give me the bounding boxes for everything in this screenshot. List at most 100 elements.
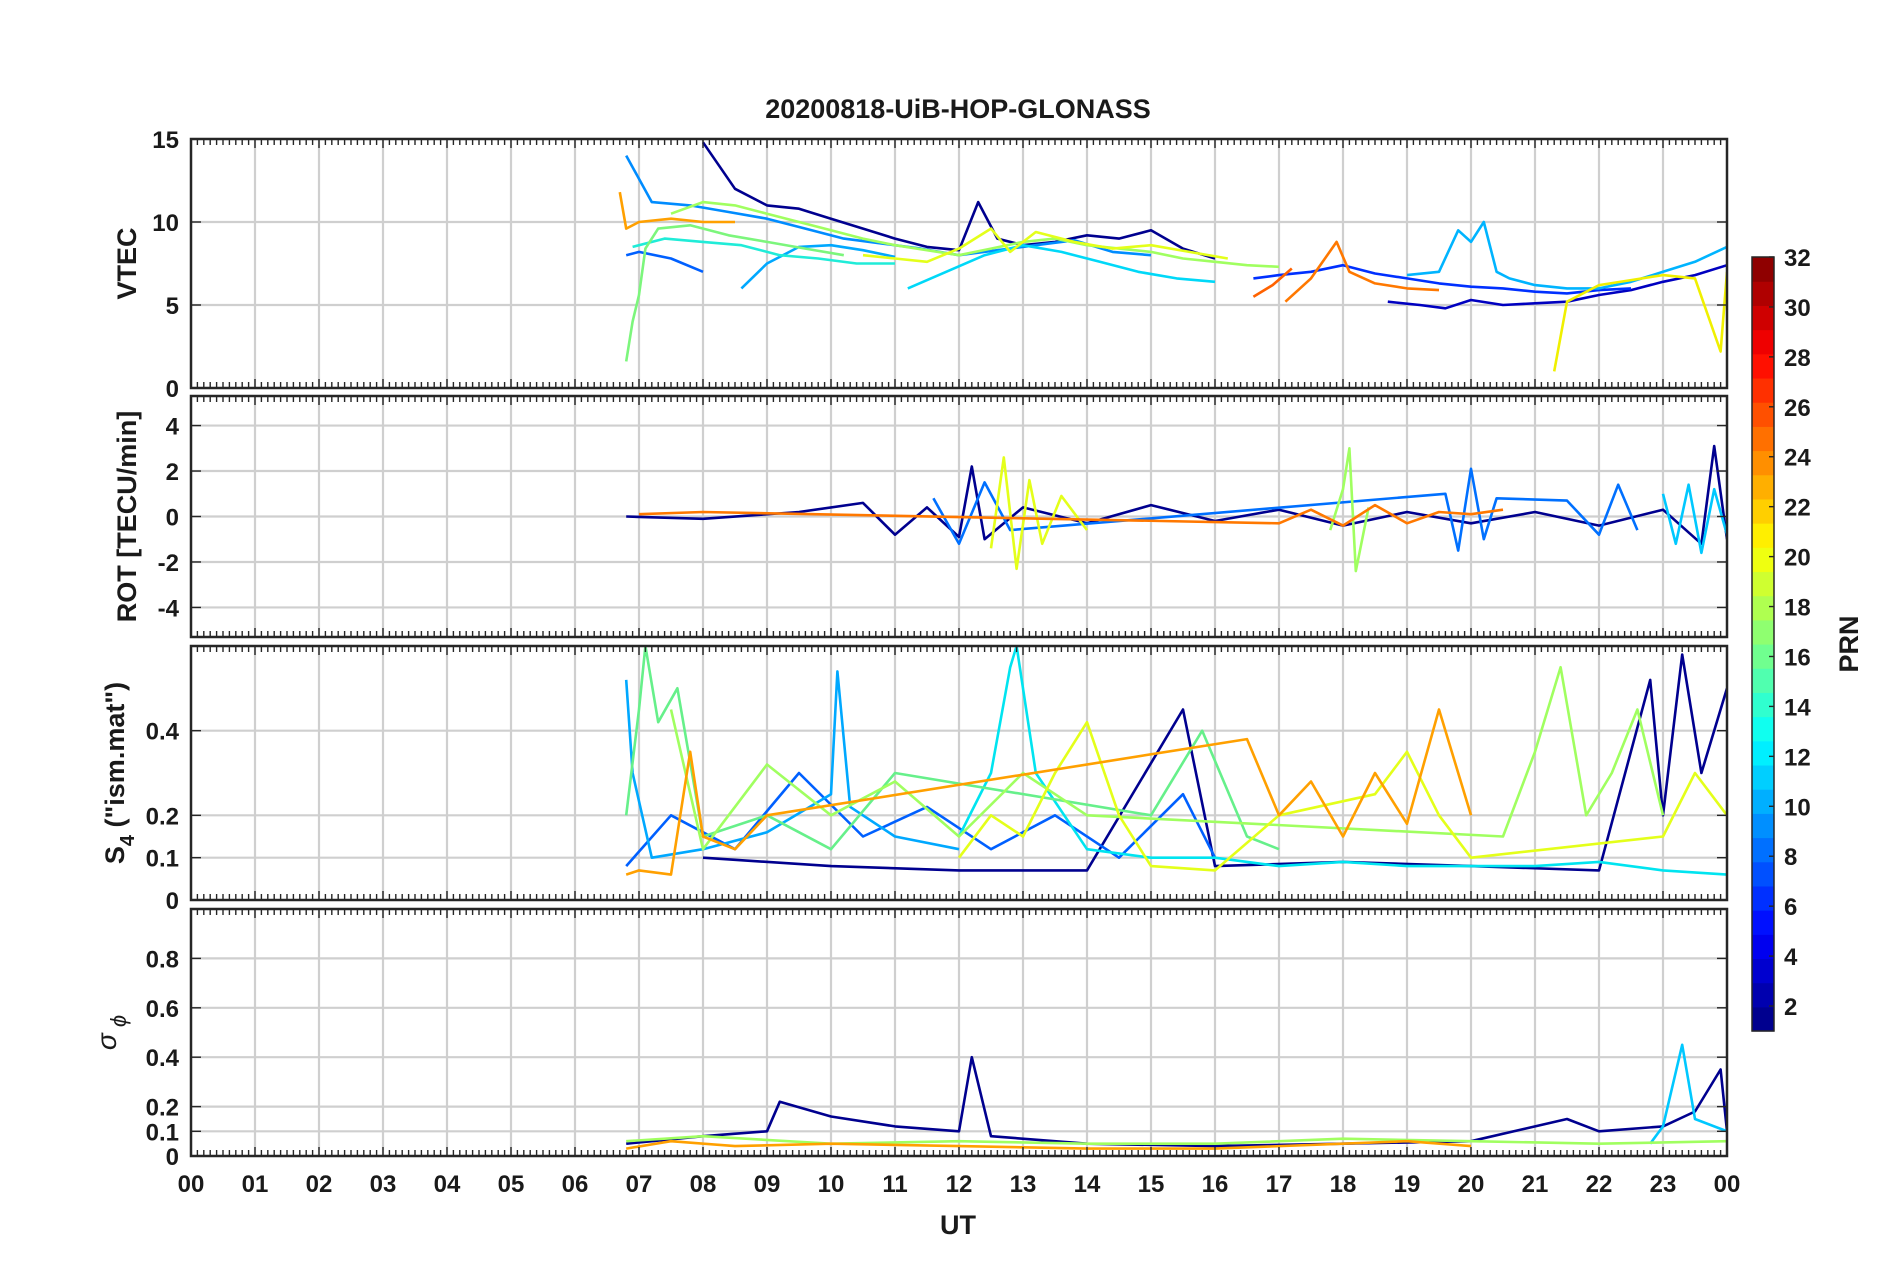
y-axis-label: S4 ("ism.mat") bbox=[100, 682, 139, 864]
colorbar-swatch bbox=[1752, 523, 1774, 548]
series-line-prn-8 bbox=[932, 467, 1639, 552]
series-line-prn-17 bbox=[1328, 446, 1370, 573]
series-line-prn-14 bbox=[632, 237, 895, 265]
colorbar-swatch bbox=[1752, 450, 1774, 476]
x-tick-label: 23 bbox=[1650, 1171, 1677, 1198]
colorbar-swatch bbox=[1752, 498, 1774, 524]
colorbar-swatch bbox=[1752, 474, 1774, 500]
series-line-prn-22 bbox=[625, 708, 1473, 876]
x-tick-label: 00 bbox=[178, 1171, 205, 1198]
colorbar-tick-label: 30 bbox=[1784, 295, 1811, 322]
colorbar-swatch bbox=[1752, 740, 1774, 766]
y-tick-label: 15 bbox=[152, 127, 179, 154]
colorbar-swatch bbox=[1752, 668, 1774, 693]
colorbar-swatch bbox=[1752, 644, 1774, 669]
colorbar-swatch bbox=[1752, 958, 1774, 984]
series-line-prn-17 bbox=[626, 1134, 1727, 1145]
series-line-prn-19 bbox=[957, 720, 1727, 872]
x-tick-label: 04 bbox=[434, 1171, 461, 1198]
series-line-prn-13 bbox=[957, 646, 1727, 876]
colorbar-tick-label: 20 bbox=[1784, 545, 1811, 572]
x-tick-label: 10 bbox=[818, 1171, 845, 1198]
x-axis-label: UT bbox=[940, 1210, 976, 1240]
colorbar-swatch bbox=[1752, 861, 1774, 887]
x-tick-label: 05 bbox=[498, 1171, 525, 1198]
series-line-prn-2 bbox=[702, 653, 1727, 872]
series-line-prn-13 bbox=[907, 243, 1216, 290]
colorbar-swatch bbox=[1752, 353, 1774, 379]
series-line-prn-12 bbox=[1649, 1043, 1727, 1145]
x-tick-label: 11 bbox=[882, 1171, 907, 1198]
panel-rot: -4 -2 0 2 4 ROT [TECU/min] bbox=[112, 394, 1729, 639]
x-tick-label: 09 bbox=[754, 1171, 781, 1198]
colorbar-swatch bbox=[1752, 402, 1774, 427]
colorbar-tick-label: 16 bbox=[1784, 644, 1811, 671]
colorbar-swatch bbox=[1752, 692, 1774, 718]
panel-sigma_phi: 00.10.2 0.4 0.6 0.8 σ ϕ bbox=[91, 907, 1729, 1171]
series-line-prn-5 bbox=[1253, 263, 1632, 295]
x-tick-label: 19 bbox=[1394, 1171, 1421, 1198]
y-axis-label: VTEC bbox=[112, 227, 142, 299]
colorbar-tick-label: 28 bbox=[1784, 345, 1811, 372]
y-tick-label: 0.4 bbox=[146, 719, 180, 746]
colorbar-swatch bbox=[1752, 619, 1774, 645]
colorbar-tick-label: 8 bbox=[1784, 844, 1797, 871]
colorbar-tick-label: 14 bbox=[1784, 694, 1811, 721]
series-line-prn-7 bbox=[625, 250, 704, 274]
colorbar-tick-label: 22 bbox=[1784, 495, 1811, 522]
series-group bbox=[624, 646, 1727, 876]
colorbar-tick-label: 10 bbox=[1784, 794, 1811, 821]
colorbar-swatch bbox=[1752, 982, 1774, 1008]
series-line-prn-17 bbox=[669, 665, 1665, 851]
colorbar-swatch bbox=[1752, 595, 1774, 621]
x-tick-label: 00 bbox=[1714, 1171, 1741, 1198]
x-tick-label: 07 bbox=[626, 1171, 653, 1198]
y-tick-label: -4 bbox=[158, 595, 180, 622]
y-tick-label: 0 bbox=[166, 888, 179, 915]
series-line-prn-10 bbox=[624, 670, 960, 860]
colorbar-swatch bbox=[1752, 281, 1774, 306]
colorbar-swatch bbox=[1752, 426, 1774, 452]
x-tick-label: 12 bbox=[946, 1171, 973, 1198]
series-line-prn-10 bbox=[740, 243, 896, 290]
y-axis-label: ROT [TECU/min] bbox=[112, 411, 142, 622]
y-tick-label: 2 bbox=[166, 459, 179, 486]
series-line-prn-16 bbox=[624, 224, 845, 362]
series-line-prn-24 bbox=[1284, 240, 1440, 303]
y-tick-label: 0 bbox=[166, 505, 179, 532]
series-group bbox=[618, 141, 1727, 372]
colorbar-tick-label: 12 bbox=[1784, 744, 1811, 771]
x-tick-label: 14 bbox=[1074, 1171, 1101, 1198]
series-line-prn-7 bbox=[625, 771, 1217, 867]
colorbar-swatch bbox=[1752, 934, 1774, 960]
series-line-prn-17 bbox=[670, 200, 1280, 269]
x-tick-label: 16 bbox=[1202, 1171, 1229, 1198]
y-tick-label: 0.6 bbox=[146, 996, 179, 1023]
colorbar-swatch bbox=[1752, 813, 1774, 839]
x-tick-label: 06 bbox=[562, 1171, 589, 1198]
y-tick-label: 0.2 bbox=[146, 803, 179, 830]
y-tick-label: 0.4 bbox=[146, 1045, 180, 1072]
series-line-prn-20 bbox=[1552, 271, 1727, 372]
x-tick-label: 21 bbox=[1522, 1171, 1549, 1198]
series-line-prn-11 bbox=[1406, 220, 1727, 290]
y-tick-label: 0 bbox=[166, 1144, 179, 1171]
y-axis-label: σ ϕ bbox=[91, 1015, 131, 1050]
series-line-prn-19 bbox=[989, 456, 1089, 571]
colorbar-swatch bbox=[1752, 257, 1774, 282]
series-line-prn-2 bbox=[701, 141, 1216, 260]
colorbar-tick-label: 26 bbox=[1784, 395, 1811, 422]
x-tick-label: 08 bbox=[690, 1171, 717, 1198]
colorbar-swatch bbox=[1752, 571, 1774, 597]
series-line-prn-12 bbox=[1661, 483, 1727, 555]
colorbar-swatch bbox=[1752, 547, 1774, 573]
x-tick-label: 18 bbox=[1330, 1171, 1357, 1198]
series-line-prn-19 bbox=[862, 227, 1229, 264]
series-line-prn-2 bbox=[626, 444, 1727, 546]
colorbar-tick-label: 18 bbox=[1784, 595, 1811, 622]
x-tick-label: 22 bbox=[1586, 1171, 1613, 1198]
x-tick-label: 02 bbox=[306, 1171, 333, 1198]
colorbar-swatch bbox=[1752, 305, 1774, 331]
